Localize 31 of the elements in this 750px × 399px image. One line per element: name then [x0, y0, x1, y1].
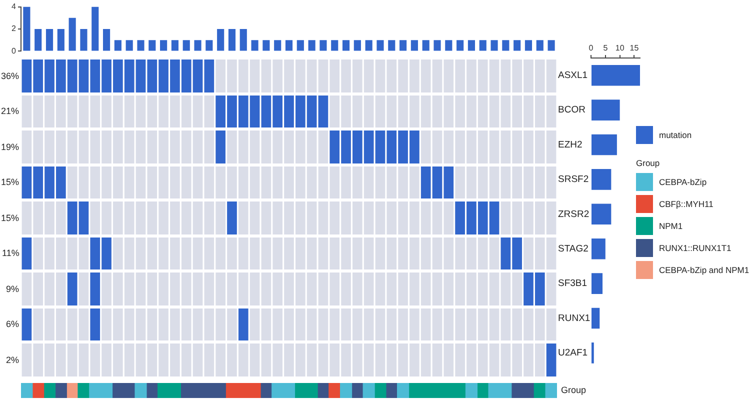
legend-label: NPM1 [659, 221, 683, 231]
y-tick-label: ASXL1 [558, 70, 588, 81]
y-axis-title: 15% [1, 212, 20, 224]
y-axis-title: 2% [6, 354, 20, 366]
y-tick-label: BCOR [558, 104, 586, 116]
y-tick-label: RUNX1 [558, 312, 590, 324]
y-tick-label: SRSF2 [558, 174, 589, 186]
legend-label: mutation [659, 130, 692, 140]
y-axis-title: 11% [2, 248, 20, 259]
y-axis-title: 19% [1, 142, 20, 152]
y-axis-title: 36% [1, 70, 20, 82]
legend-label: CEBPA-bZip [659, 177, 707, 187]
legend-label: CEBPA-bZip and NPM1 [659, 265, 750, 275]
legend-label: RUNX1::RUNX1T1 [659, 243, 732, 253]
y-axis-title: 15% [1, 177, 20, 188]
y-axis-title: 9% [6, 284, 20, 294]
y-tick-label: 4 [12, 2, 17, 12]
y-tick-label: 2 [12, 24, 17, 34]
x-tick-label: 5 [603, 43, 608, 52]
y2-axis-title: Group [561, 385, 586, 396]
x-tick-label: 10 [615, 43, 625, 52]
y-tick-label: ZRSR2 [558, 208, 590, 220]
y-axis-title: 21% [1, 106, 20, 117]
y-tick-label: EZH2 [558, 139, 582, 150]
legend-label: CBFβ::MYH11 [659, 199, 714, 209]
x-tick-label: 15 [630, 43, 640, 52]
y-axis-title: 6% [6, 319, 20, 330]
y-tick-label: U2AF1 [558, 348, 588, 359]
y-tick-label: STAG2 [558, 243, 588, 254]
legend-title: Group [636, 158, 661, 168]
y-tick-label: SF3B1 [558, 278, 588, 290]
